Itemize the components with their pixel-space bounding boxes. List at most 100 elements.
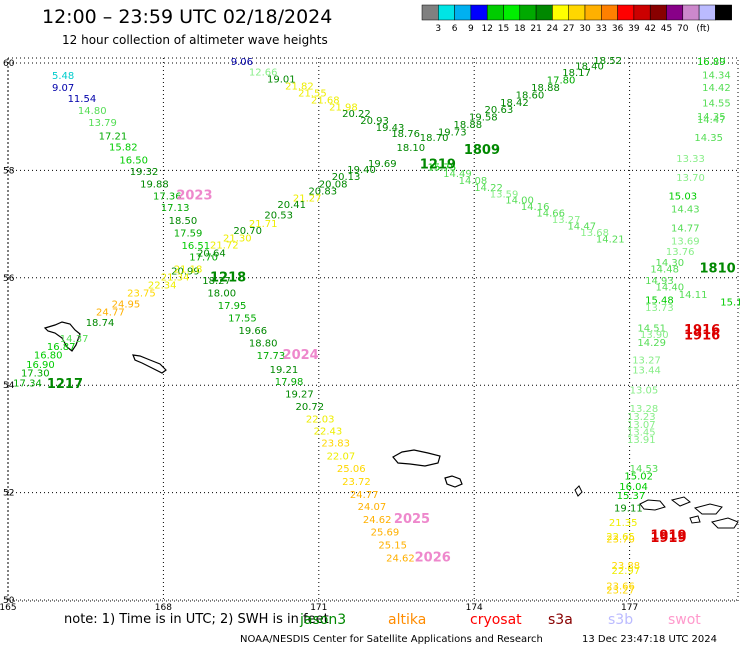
wave-height-value: 14.40: [656, 283, 685, 294]
color-tick-label: 3: [435, 24, 441, 34]
lon-tick-label: 165: [0, 603, 17, 613]
wave-height-value: 19.21: [270, 365, 299, 376]
lat-tick-label: 52: [3, 489, 14, 499]
wave-height-value: 13.44: [632, 365, 661, 376]
wave-height-value: 25.69: [371, 528, 400, 539]
aleutian-island-e: [711, 517, 739, 529]
wave-height-value: 18.88: [531, 83, 560, 94]
pass-time-label: 1919: [650, 531, 686, 546]
color-swatch: [584, 4, 602, 21]
wave-height-value: 14.16: [521, 202, 550, 213]
wave-height-value: 19.69: [368, 159, 397, 170]
color-tick-label: 9: [468, 24, 474, 34]
wave-height-value: 13.68: [580, 228, 609, 239]
pass-time-labels: 2023 1218 2024 2025 2026 1809 1219 1217 1810 1919…: [47, 143, 736, 566]
wave-height-value: 19.32: [130, 167, 159, 178]
wave-height-value: 13.33: [676, 154, 705, 165]
aleutian-island-a: [574, 485, 583, 497]
color-swatch: [568, 4, 586, 21]
wave-height-value: 15.82: [109, 143, 138, 154]
wave-height-value: 14.93: [645, 276, 674, 287]
wave-height-value: 18.52: [593, 56, 622, 67]
wave-height-value: 17.34: [13, 378, 42, 389]
wave-height-value: 16.50: [119, 155, 148, 166]
color-scale-bar: 3 6 9 12 15 18 21 24 27 30 33 36 39 42 45 70 (ft): [421, 4, 732, 34]
wave-height-value: 13.05: [630, 385, 659, 396]
wave-height-value: 25.15: [378, 540, 407, 551]
pass-time-label: 1219: [420, 157, 456, 172]
lon-tick-label: 171: [310, 603, 327, 613]
pribilof-st-paul: [392, 449, 441, 467]
color-tick-label: 15: [498, 24, 509, 34]
wave-height-value: 13.69: [671, 237, 700, 248]
pass-time-label: 1217: [47, 377, 83, 392]
wave-height-value: 11.54: [68, 94, 97, 105]
color-swatch: [454, 4, 472, 21]
wave-height-value: 14.29: [637, 338, 666, 349]
pass-time-label: 1810: [700, 261, 736, 276]
wave-height-value: 20.13: [332, 172, 361, 183]
color-swatch: [682, 4, 700, 21]
color-swatch: [698, 4, 716, 21]
wave-height-value: 21.55: [298, 88, 327, 99]
wave-height-value: 22.07: [327, 451, 356, 462]
wave-height-value: 17.30: [21, 369, 50, 380]
lon-tick-label: 177: [621, 603, 638, 613]
color-swatch: [552, 4, 569, 21]
wave-height-value: 14.11: [679, 290, 708, 301]
aleutian-island-c: [670, 496, 691, 507]
wave-height-value: 18.70: [420, 133, 449, 144]
pass-time-label: 2023: [176, 188, 212, 203]
wave-height-value: 22.34: [148, 281, 177, 292]
wave-height-value: 23.66: [606, 581, 635, 592]
page-title: 12:00 – 23:59 UTC 02/18/2024: [42, 6, 333, 28]
wave-height-value: 23.70: [606, 535, 635, 546]
wave-height-value: 16.04: [619, 482, 648, 493]
wave-height-value: 20.08: [319, 180, 348, 191]
wave-height-labels: 5.489.0711.5414.8013.7917.2115.8216.5019…: [13, 56, 740, 596]
wave-height-value: 23.83: [321, 438, 350, 449]
color-tick-label: 39: [628, 24, 640, 34]
wave-height-value: 13.91: [627, 435, 656, 446]
wave-height-value: 21.35: [609, 518, 638, 529]
wave-height-value: 24.07: [358, 502, 387, 513]
map-grid: [7, 57, 739, 602]
color-tick-label: 27: [563, 24, 574, 34]
wave-height-value: 13.28: [630, 404, 659, 415]
wave-height-value: 14.08: [459, 176, 488, 187]
wave-height-value: 5.48: [52, 71, 74, 82]
wave-height-value: 17.21: [99, 131, 128, 142]
wave-height-value: 14.55: [702, 98, 731, 109]
wave-height-value: 18.10: [397, 143, 426, 154]
color-tick-label: 33: [596, 24, 607, 34]
color-tick-label: 42: [644, 24, 655, 34]
color-swatch: [535, 4, 553, 21]
color-swatch: [649, 4, 667, 21]
wave-height-value: 20.83: [308, 187, 337, 198]
wave-height-value: 20.63: [485, 105, 514, 116]
color-swatch: [633, 4, 651, 21]
wave-height-value: 18.17: [562, 68, 591, 79]
wave-height-value: 18.27: [202, 276, 231, 287]
color-swatch: [486, 4, 504, 21]
wave-height-value: 19.40: [347, 165, 376, 176]
color-swatch: [519, 4, 537, 21]
legend-item-s3b: s3b: [608, 612, 634, 628]
wave-height-value: 16.90: [26, 360, 55, 371]
pribilof-st-george: [444, 475, 463, 488]
wave-height-value: 14.00: [505, 196, 534, 207]
wave-height-value: 15.37: [617, 491, 646, 502]
pass-time-label: 1809: [464, 143, 500, 158]
wave-height-value: 13.70: [676, 173, 705, 184]
wave-height-value: 13.76: [666, 247, 695, 258]
color-swatch: [617, 4, 635, 21]
wave-height-value: 13.90: [640, 330, 669, 341]
lat-tick-label: 60: [3, 59, 15, 69]
lat-tick-label: 54: [3, 381, 15, 391]
wave-height-value: 17.59: [174, 228, 203, 239]
wave-height-value: 13.79: [88, 118, 117, 129]
wave-height-value: 20.22: [342, 109, 371, 120]
wave-height-value: 15.02: [624, 472, 653, 483]
